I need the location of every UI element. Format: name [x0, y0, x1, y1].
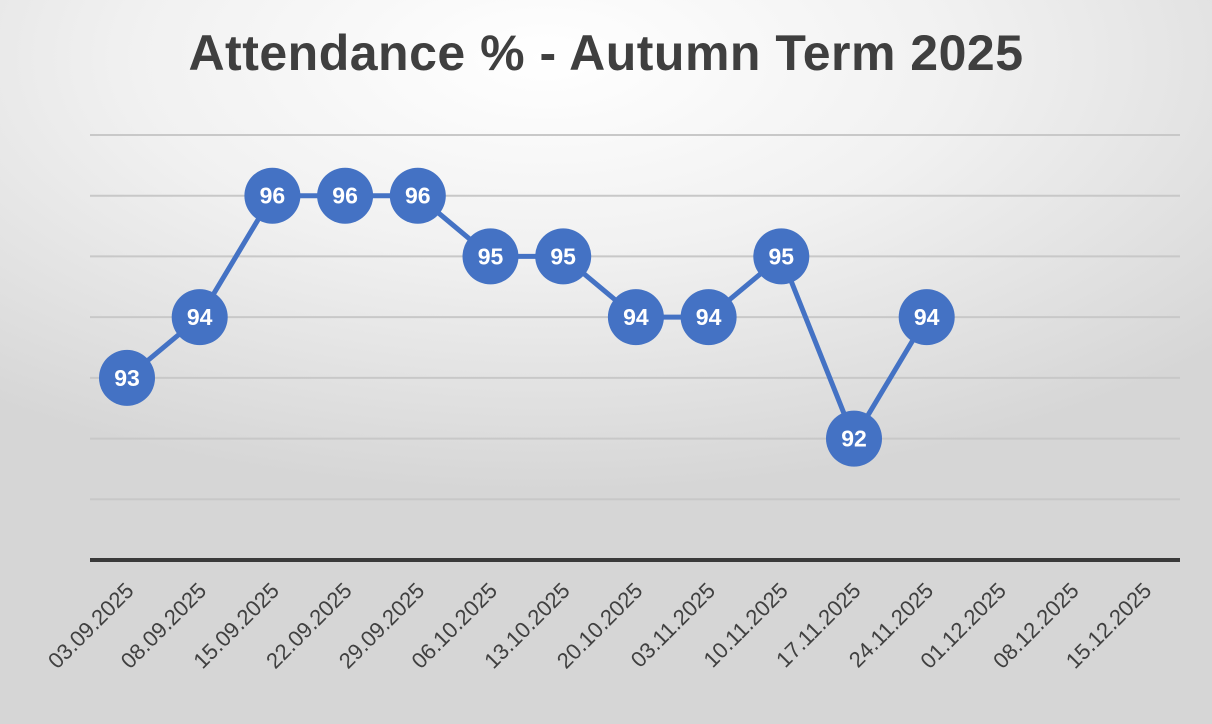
data-marker — [99, 349, 155, 406]
data-label: 95 — [550, 243, 576, 269]
chart-title: Attendance % - Autumn Term 2025 — [188, 25, 1024, 81]
data-marker — [244, 167, 301, 224]
data-label: 94 — [623, 304, 649, 330]
data-point: 95 — [753, 228, 810, 285]
data-point: 93 — [99, 349, 155, 406]
data-marker — [317, 167, 374, 224]
data-point: 92 — [826, 410, 882, 467]
data-point: 96 — [317, 167, 374, 224]
data-marker — [826, 410, 882, 467]
x-axis-tick-labels: 03.09.202508.09.202515.09.202522.09.2025… — [43, 578, 1156, 674]
data-label: 94 — [187, 304, 213, 330]
data-label: 93 — [114, 365, 140, 391]
data-point: 94 — [607, 289, 664, 346]
data-point: 96 — [244, 167, 301, 224]
data-label: 96 — [405, 183, 431, 209]
data-marker — [389, 167, 446, 224]
data-label: 94 — [696, 304, 722, 330]
data-label: 95 — [478, 243, 504, 269]
data-markers: 93 94 96 96 96 95 95 94 94 95 92 94 — [99, 167, 955, 467]
data-marker — [607, 289, 664, 346]
data-point: 94 — [171, 289, 228, 346]
data-marker — [680, 289, 737, 346]
data-marker — [753, 228, 810, 285]
data-point: 94 — [680, 289, 737, 346]
data-label: 95 — [769, 243, 795, 269]
data-marker — [171, 289, 228, 346]
data-marker — [462, 228, 519, 285]
data-point: 96 — [389, 167, 446, 224]
data-point: 95 — [462, 228, 519, 285]
data-label: 94 — [914, 304, 940, 330]
data-marker — [898, 289, 955, 346]
data-label: 96 — [332, 183, 358, 209]
data-point: 94 — [898, 289, 955, 346]
data-label: 96 — [260, 183, 286, 209]
data-point: 95 — [535, 228, 592, 285]
data-label: 92 — [841, 426, 867, 452]
gridlines — [90, 134, 1180, 562]
data-marker — [535, 228, 592, 285]
